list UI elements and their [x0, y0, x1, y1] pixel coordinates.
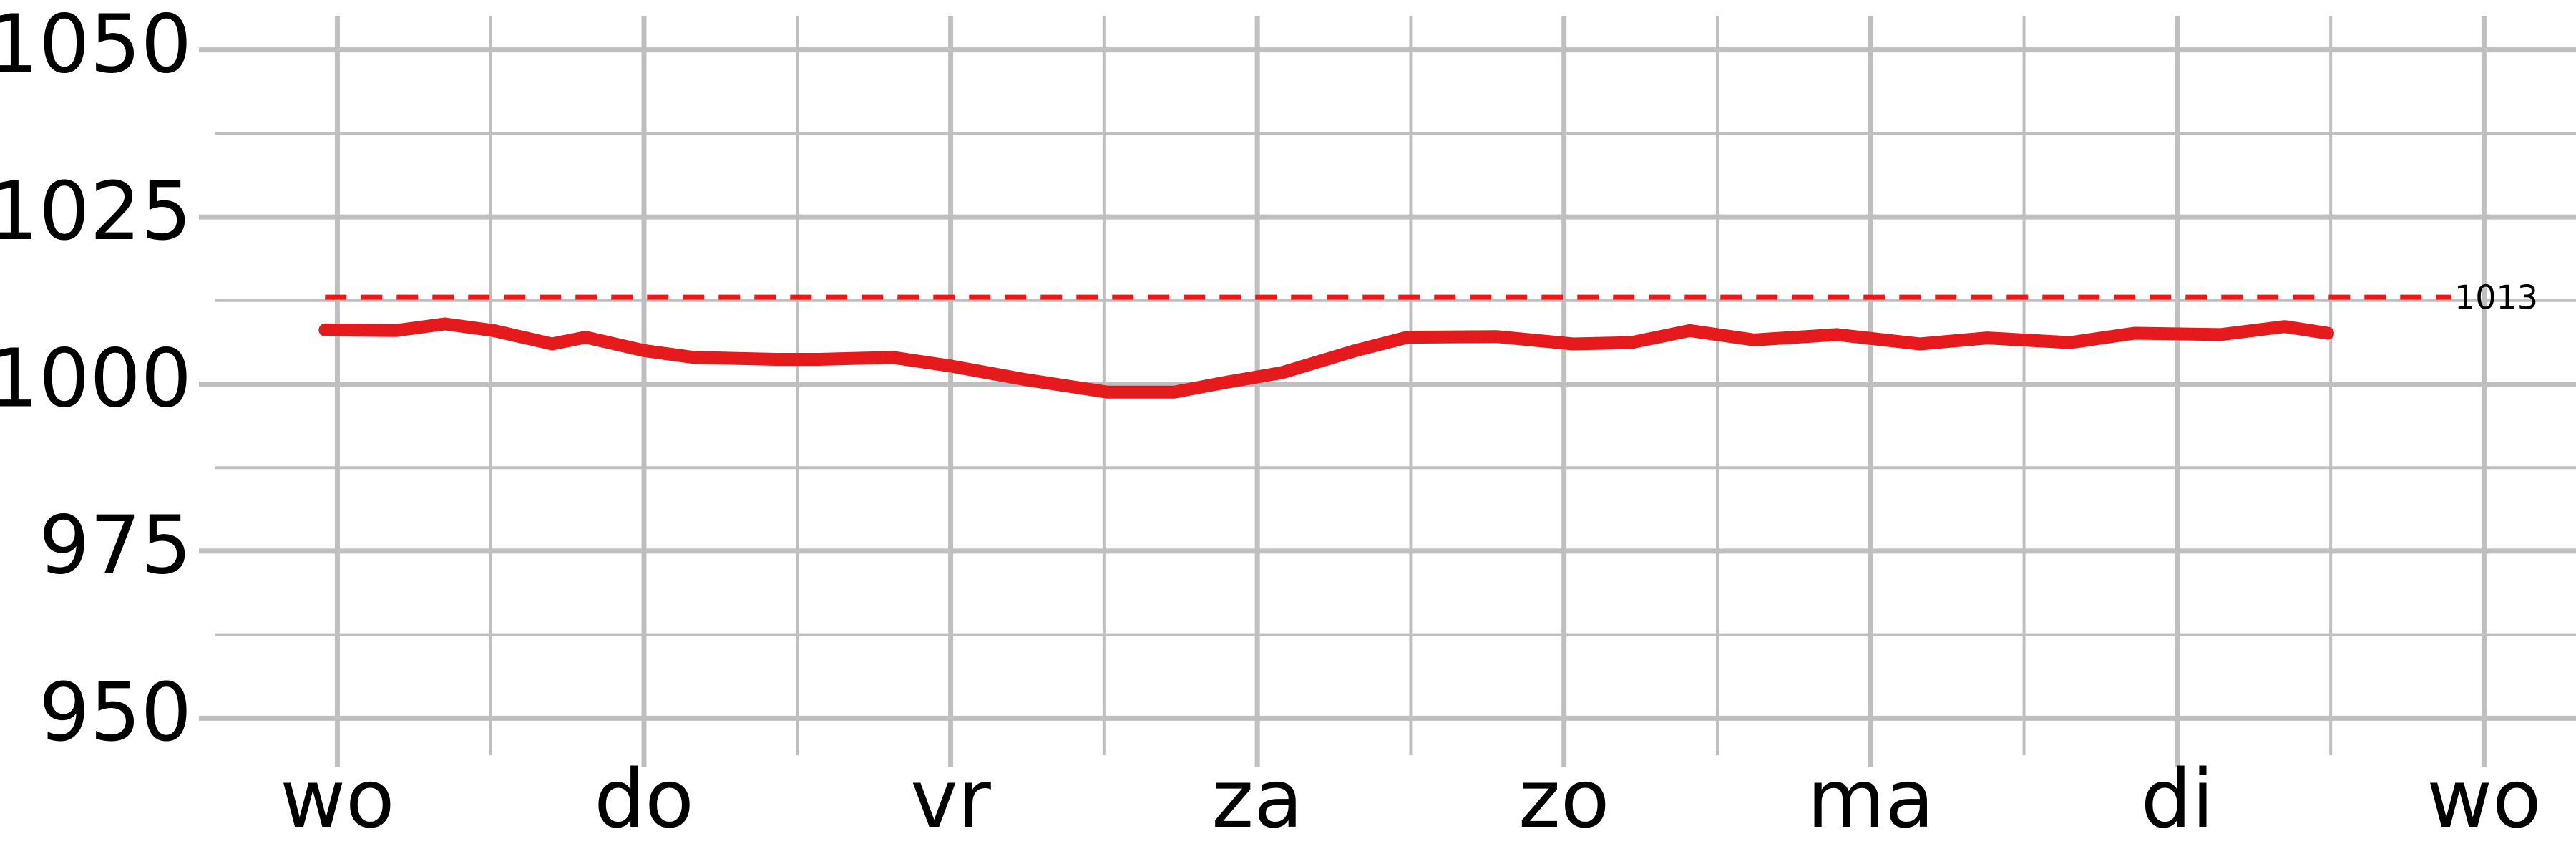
x-tick-label: vr	[910, 753, 991, 846]
x-tick-label: za	[1211, 753, 1302, 846]
y-tick-label: 1000	[0, 332, 192, 425]
x-tick-label: ma	[1807, 753, 1934, 846]
reference-label: 1013	[2454, 278, 2538, 317]
data-line	[318, 317, 2334, 399]
x-tick-label: wo	[280, 753, 394, 846]
y-tick-label: 950	[39, 666, 192, 759]
x-tick-label: di	[2141, 753, 2214, 846]
y-tick-label: 1050	[0, 0, 192, 91]
y-tick-label: 1025	[0, 165, 192, 258]
y-tick-label: 975	[39, 500, 192, 593]
x-tick-label: wo	[2426, 753, 2541, 846]
x-tick-label: zo	[1518, 753, 1609, 846]
x-tick-label: do	[594, 753, 694, 846]
